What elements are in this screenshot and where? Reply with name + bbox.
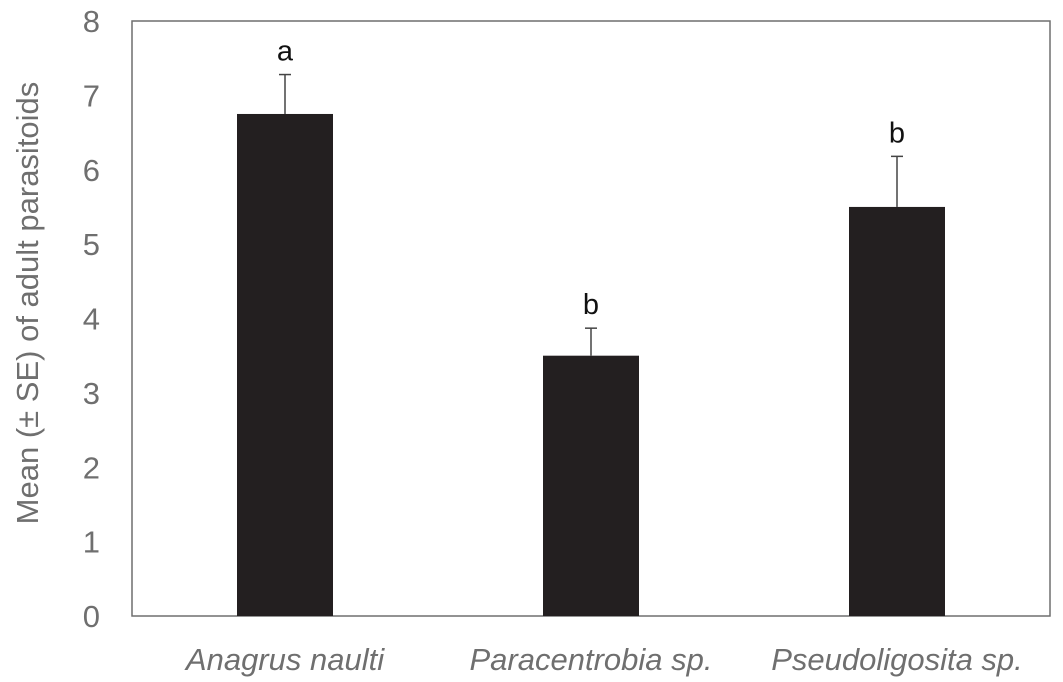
y-tick-label: 4 <box>83 302 100 337</box>
y-tick-label: 2 <box>83 450 100 485</box>
y-axis: 0 1 2 3 4 5 6 7 8 <box>83 4 100 634</box>
y-tick-label: 0 <box>83 599 100 634</box>
y-axis-title: Mean (± SE) of adult parasitoids <box>10 82 45 525</box>
y-tick-label: 7 <box>83 78 100 113</box>
x-category-label: Anagrus naulti <box>184 642 385 677</box>
y-tick-label: 3 <box>83 376 100 411</box>
significance-letter: b <box>889 117 905 149</box>
significance-letter: b <box>583 289 599 321</box>
significance-letter: a <box>277 36 294 68</box>
y-tick-label: 1 <box>83 525 100 560</box>
significance-letters: a b b <box>277 36 905 322</box>
error-bars <box>279 73 903 356</box>
bar <box>237 113 333 616</box>
y-tick-label: 6 <box>83 153 100 188</box>
bars <box>237 113 945 616</box>
y-tick-label: 5 <box>83 227 100 262</box>
y-tick-label: 8 <box>83 4 100 39</box>
x-category-label: Paracentrobia sp. <box>470 642 713 677</box>
bar <box>543 355 639 616</box>
bar <box>849 206 945 616</box>
x-category-label: Pseudoligosita sp. <box>771 642 1023 677</box>
x-axis: Anagrus naulti Paracentrobia sp. Pseudolig… <box>184 642 1023 677</box>
